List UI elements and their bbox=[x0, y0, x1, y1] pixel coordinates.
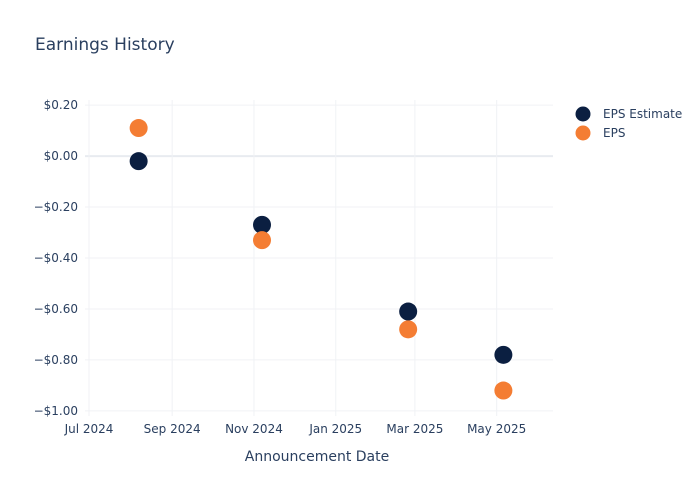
legend[interactable]: EPS Estimate EPS bbox=[575, 106, 683, 141]
eps-estimate-point[interactable] bbox=[253, 215, 272, 234]
y-tick-label: $0.20 bbox=[44, 98, 78, 112]
legend-marker[interactable] bbox=[575, 106, 591, 122]
data-points bbox=[129, 119, 513, 400]
y-tick-label: $0.00 bbox=[44, 149, 78, 163]
x-tick-label: Sep 2024 bbox=[144, 422, 201, 436]
chart-title: Earnings History bbox=[35, 35, 175, 55]
y-tick-label: −$0.40 bbox=[34, 251, 78, 265]
eps-estimate-point[interactable] bbox=[129, 152, 148, 171]
x-tick-label: Jan 2025 bbox=[308, 422, 362, 436]
legend-label[interactable]: EPS Estimate bbox=[603, 107, 682, 121]
eps-point[interactable] bbox=[399, 320, 418, 339]
legend-label[interactable]: EPS bbox=[603, 126, 625, 140]
eps-point[interactable] bbox=[129, 119, 148, 138]
x-tick-label: Jul 2024 bbox=[64, 422, 114, 436]
grid bbox=[85, 100, 553, 416]
x-axis-title: Announcement Date bbox=[245, 449, 389, 465]
x-axis-ticks: Jul 2024 Sep 2024 Nov 2024 Jan 2025 Mar 2025… bbox=[64, 422, 527, 436]
y-axis-ticks: $0.20 $0.00 −$0.20 −$0.40 −$0.60 −$0.80 −$1.00 bbox=[34, 98, 78, 418]
legend-marker[interactable] bbox=[575, 125, 591, 141]
x-tick-label: Mar 2025 bbox=[386, 422, 443, 436]
y-tick-label: −$1.00 bbox=[34, 404, 78, 418]
y-tick-label: −$0.80 bbox=[34, 353, 78, 367]
y-tick-label: −$0.60 bbox=[34, 302, 78, 316]
eps-estimate-point[interactable] bbox=[399, 302, 418, 321]
y-tick-label: −$0.20 bbox=[34, 200, 78, 214]
x-tick-label: May 2025 bbox=[467, 422, 526, 436]
eps-estimate-point[interactable] bbox=[494, 345, 513, 364]
eps-point[interactable] bbox=[253, 231, 272, 250]
x-tick-label: Nov 2024 bbox=[225, 422, 283, 436]
eps-point[interactable] bbox=[494, 381, 513, 400]
